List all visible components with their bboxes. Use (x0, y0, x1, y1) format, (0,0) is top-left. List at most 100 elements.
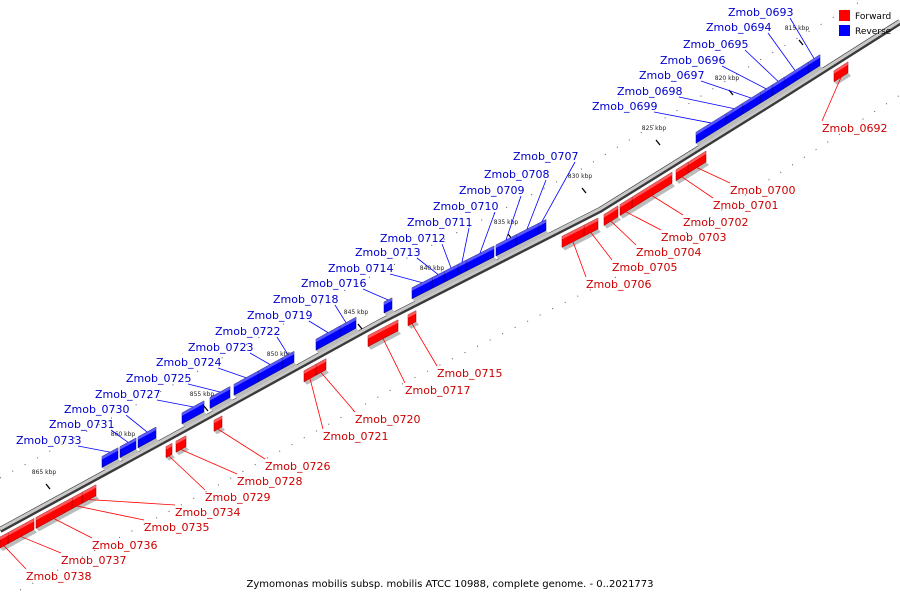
gene-arrow[interactable] (181, 400, 205, 425)
gene-label[interactable]: Zmob_0700 (730, 184, 795, 197)
gene-feature[interactable] (465, 245, 497, 275)
gene-feature[interactable] (335, 316, 359, 343)
gene-feature[interactable] (71, 491, 85, 512)
gene-arrow[interactable] (119, 437, 137, 459)
gene-label[interactable]: Zmob_0711 (407, 216, 472, 229)
gene-feature[interactable] (101, 447, 121, 471)
gene-label[interactable]: Zmob_0704 (636, 246, 701, 259)
gene-label[interactable]: Zmob_0720 (355, 413, 420, 426)
gene-feature[interactable] (209, 386, 233, 412)
gene-feature[interactable] (619, 196, 635, 219)
gene-feature[interactable] (257, 357, 285, 386)
gene-arrow[interactable] (383, 297, 393, 314)
gene-feature[interactable] (631, 171, 675, 212)
gene-arrow[interactable] (209, 386, 231, 409)
gene-feature[interactable] (759, 84, 775, 107)
gene-label[interactable]: Zmob_0710 (433, 200, 498, 213)
gene-label[interactable]: Zmob_0705 (612, 261, 677, 274)
gene-label[interactable]: Zmob_0727 (95, 388, 160, 401)
gene-arrow[interactable] (495, 234, 517, 257)
gene-label[interactable]: Zmob_0695 (683, 38, 748, 51)
gene-arrow[interactable] (603, 205, 619, 226)
gene-feature[interactable] (7, 518, 37, 547)
gene-arrow[interactable] (315, 325, 341, 351)
gene-feature[interactable] (431, 271, 447, 292)
gene-feature[interactable] (495, 234, 519, 259)
gene-label[interactable]: Zmob_0721 (323, 430, 388, 443)
gene-feature[interactable] (181, 400, 207, 427)
gene-feature[interactable] (687, 150, 709, 177)
gene-feature[interactable] (583, 217, 601, 240)
gene-label[interactable]: Zmob_0737 (61, 554, 126, 567)
gene-label[interactable]: Zmob_0736 (92, 539, 157, 552)
gene-feature[interactable] (213, 415, 225, 435)
gene-label[interactable]: Zmob_0692 (822, 122, 887, 135)
gene-feature[interactable] (695, 113, 729, 147)
gene-label[interactable]: Zmob_0706 (586, 278, 651, 291)
gene-feature[interactable] (303, 363, 319, 385)
gene-label[interactable]: Zmob_0697 (639, 69, 704, 82)
gene-label[interactable]: Zmob_0696 (660, 54, 725, 67)
gene-feature[interactable] (781, 61, 811, 93)
gene-feature[interactable] (367, 319, 401, 350)
gene-label[interactable]: Zmob_0717 (405, 384, 470, 397)
gene-feature[interactable] (725, 103, 745, 128)
gene-feature[interactable] (833, 61, 851, 85)
gene-feature[interactable] (411, 277, 435, 302)
gene-feature[interactable] (35, 497, 75, 532)
gene-label[interactable]: Zmob_0722 (215, 325, 280, 338)
gene-label[interactable]: Zmob_0718 (273, 293, 338, 306)
gene-feature[interactable] (175, 435, 189, 456)
gene-label[interactable]: Zmob_0703 (661, 231, 726, 244)
gene-label[interactable]: Zmob_0719 (247, 309, 312, 322)
gene-label[interactable]: Zmob_0724 (156, 356, 221, 369)
gene-arrow[interactable] (233, 370, 259, 396)
gene-label[interactable]: Zmob_0713 (355, 246, 420, 259)
gene-feature[interactable] (771, 77, 787, 99)
gene-label[interactable]: Zmob_0738 (26, 570, 91, 583)
gene-label[interactable]: Zmob_0708 (484, 168, 549, 181)
gene-arrow[interactable] (407, 310, 417, 327)
gene-arrow[interactable] (35, 497, 73, 529)
gene-label[interactable]: Zmob_0723 (188, 341, 253, 354)
gene-feature[interactable] (315, 358, 329, 379)
gene-feature[interactable] (165, 442, 175, 461)
gene-label[interactable]: Zmob_0729 (205, 491, 270, 504)
gene-feature[interactable] (315, 325, 343, 354)
gene-feature[interactable] (457, 259, 469, 279)
gene-arrow[interactable] (213, 415, 223, 432)
gene-arrow[interactable] (833, 61, 849, 83)
gene-feature[interactable] (383, 297, 395, 316)
gene-label[interactable]: Zmob_0725 (126, 372, 191, 385)
gene-arrow[interactable] (0, 532, 9, 549)
gene-label[interactable]: Zmob_0699 (592, 100, 657, 113)
gene-label[interactable]: Zmob_0702 (683, 216, 748, 229)
gene-feature[interactable] (407, 310, 419, 329)
gene-arrow[interactable] (165, 442, 173, 459)
gene-arrow[interactable] (101, 447, 119, 468)
gene-feature[interactable] (443, 263, 461, 286)
gene-label[interactable]: Zmob_0714 (328, 262, 393, 275)
gene-label[interactable]: Zmob_0733 (16, 434, 81, 447)
gene-label[interactable]: Zmob_0715 (437, 367, 502, 380)
gene-label[interactable]: Zmob_0716 (301, 277, 366, 290)
gene-arrow[interactable] (561, 224, 585, 248)
gene-label[interactable]: Zmob_0712 (380, 232, 445, 245)
gene-label[interactable]: Zmob_0707 (513, 150, 578, 163)
gene-arrow[interactable] (137, 426, 157, 449)
gene-label[interactable]: Zmob_0709 (459, 184, 524, 197)
gene-feature[interactable] (137, 426, 159, 451)
gene-arrow[interactable] (619, 196, 633, 217)
gene-arrow[interactable] (411, 277, 433, 300)
gene-label[interactable]: Zmob_0701 (713, 199, 778, 212)
gene-label[interactable]: Zmob_0694 (706, 21, 771, 34)
gene-arrow[interactable] (175, 435, 187, 453)
gene-feature[interactable] (741, 91, 763, 118)
gene-label[interactable]: Zmob_0731 (49, 418, 114, 431)
gene-feature[interactable] (0, 532, 11, 551)
gene-label[interactable]: Zmob_0728 (237, 475, 302, 488)
gene-label[interactable]: Zmob_0698 (617, 85, 682, 98)
gene-feature[interactable] (81, 484, 99, 507)
gene-arrow[interactable] (675, 161, 689, 182)
gene-label[interactable]: Zmob_0734 (175, 506, 240, 519)
